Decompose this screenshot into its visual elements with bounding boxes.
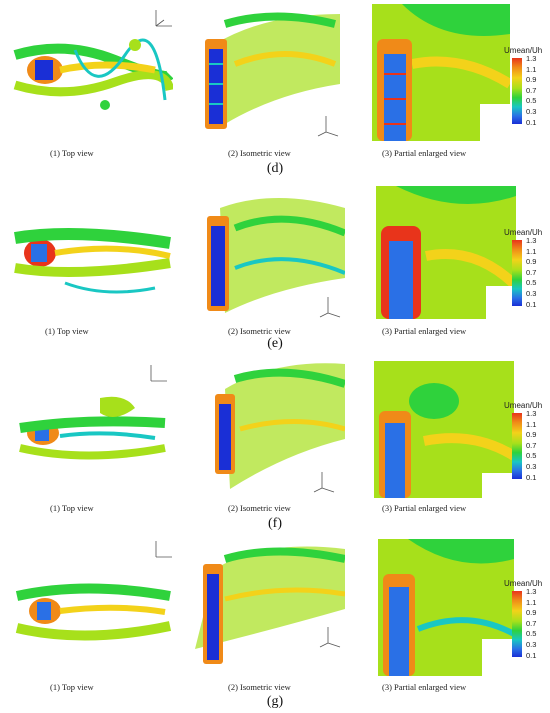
tick-label: 0.5 bbox=[526, 451, 537, 461]
figure-group-d: Umean/Uh 1.3 1.1 0.9 0.7 0.5 0.3 0.1 (1)… bbox=[0, 0, 550, 178]
top-view-image bbox=[5, 208, 173, 308]
tick-label: 1.3 bbox=[526, 54, 537, 63]
caption-top-view: (1) Top view bbox=[50, 148, 94, 158]
partial-enlarged-view-image bbox=[372, 4, 510, 141]
caption-top-view: (1) Top view bbox=[45, 326, 89, 336]
tick-label: 0.1 bbox=[526, 299, 537, 309]
tick-label: 0.1 bbox=[526, 117, 537, 127]
legend-title: Umean/Uh bbox=[504, 401, 543, 410]
caption-partial-enlarged-view: (3) Partial enlarged view bbox=[382, 148, 467, 158]
tick-label: 0.5 bbox=[526, 278, 537, 288]
axis-triad-icon bbox=[150, 6, 176, 32]
tick-label: 1.1 bbox=[526, 419, 537, 429]
axis-triad-icon bbox=[312, 468, 338, 494]
subfigure-label: (f) bbox=[268, 516, 282, 531]
legend-title: Umean/Uh bbox=[504, 579, 543, 588]
subfigure-label: (d) bbox=[266, 161, 284, 176]
caption-top-view: (1) Top view bbox=[50, 682, 94, 692]
isometric-view-image bbox=[195, 188, 345, 318]
isometric-view-image bbox=[205, 359, 345, 494]
legend-ticks: 1.3 1.1 0.9 0.7 0.5 0.3 0.1 bbox=[526, 587, 536, 661]
caption-partial-enlarged-view: (3) Partial enlarged view bbox=[382, 326, 467, 336]
caption-isometric-view: (2) Isometric view bbox=[228, 148, 291, 158]
axis-triad-icon bbox=[318, 623, 344, 649]
tick-label: 0.7 bbox=[526, 85, 537, 95]
tick-label: 0.3 bbox=[526, 639, 537, 649]
axis-triad-icon bbox=[150, 537, 176, 563]
partial-enlarged-view-image bbox=[378, 539, 514, 676]
caption-partial-enlarged-view: (3) Partial enlarged view bbox=[382, 503, 467, 513]
caption-isometric-view: (2) Isometric view bbox=[228, 682, 291, 692]
tick-label: 1.1 bbox=[526, 597, 537, 607]
tick-label: 0.3 bbox=[526, 106, 537, 116]
subfigure-label: (e) bbox=[267, 336, 283, 351]
tick-label: 0.1 bbox=[526, 472, 537, 482]
tick-label: 1.3 bbox=[526, 409, 537, 418]
legend-ticks: 1.3 1.1 0.9 0.7 0.5 0.3 0.1 bbox=[526, 54, 536, 128]
tick-label: 0.1 bbox=[526, 650, 537, 660]
tick-label: 0.3 bbox=[526, 461, 537, 471]
tick-label: 1.3 bbox=[526, 236, 537, 245]
legend-title: Umean/Uh bbox=[504, 228, 543, 237]
caption-top-view: (1) Top view bbox=[50, 503, 94, 513]
colorbar bbox=[512, 240, 522, 306]
tick-label: 0.5 bbox=[526, 96, 537, 106]
tick-label: 0.7 bbox=[526, 618, 537, 628]
axis-triad-icon bbox=[316, 112, 342, 138]
legend-ticks: 1.3 1.1 0.9 0.7 0.5 0.3 0.1 bbox=[526, 409, 536, 483]
caption-partial-enlarged-view: (3) Partial enlarged view bbox=[382, 682, 467, 692]
figure-group-f: Umean/Uh 1.3 1.1 0.9 0.7 0.5 0.3 0.1 (1)… bbox=[0, 353, 550, 531]
caption-isometric-view: (2) Isometric view bbox=[228, 503, 291, 513]
colorbar bbox=[512, 591, 522, 657]
partial-enlarged-view-image bbox=[376, 186, 516, 319]
figure-group-e: Umean/Uh 1.3 1.1 0.9 0.7 0.5 0.3 0.1 (1)… bbox=[0, 178, 550, 353]
figure-group-g: Umean/Uh 1.3 1.1 0.9 0.7 0.5 0.3 0.1 (1)… bbox=[0, 531, 550, 713]
legend-ticks: 1.3 1.1 0.9 0.7 0.5 0.3 0.1 bbox=[526, 236, 536, 310]
top-view-image bbox=[5, 20, 173, 130]
tick-label: 0.9 bbox=[526, 608, 537, 618]
tick-label: 1.1 bbox=[526, 246, 537, 256]
tick-label: 1.1 bbox=[526, 64, 537, 74]
tick-label: 0.5 bbox=[526, 629, 537, 639]
top-view-image bbox=[5, 566, 173, 661]
axis-triad-icon bbox=[318, 293, 344, 319]
tick-label: 0.3 bbox=[526, 288, 537, 298]
caption-isometric-view: (2) Isometric view bbox=[228, 326, 291, 336]
subfigure-label: (g) bbox=[266, 694, 284, 709]
legend-title: Umean/Uh bbox=[504, 46, 543, 55]
tick-label: 0.9 bbox=[526, 75, 537, 85]
colorbar bbox=[512, 413, 522, 479]
colorbar bbox=[512, 58, 522, 124]
top-view-image bbox=[5, 388, 173, 483]
partial-enlarged-view-image bbox=[374, 361, 514, 498]
tick-label: 0.9 bbox=[526, 257, 537, 267]
tick-label: 0.9 bbox=[526, 430, 537, 440]
axis-triad-icon bbox=[145, 361, 171, 387]
tick-label: 0.7 bbox=[526, 267, 537, 277]
tick-label: 1.3 bbox=[526, 587, 537, 596]
tick-label: 0.7 bbox=[526, 440, 537, 450]
isometric-view-image bbox=[185, 539, 345, 676]
isometric-view-image bbox=[195, 4, 345, 139]
